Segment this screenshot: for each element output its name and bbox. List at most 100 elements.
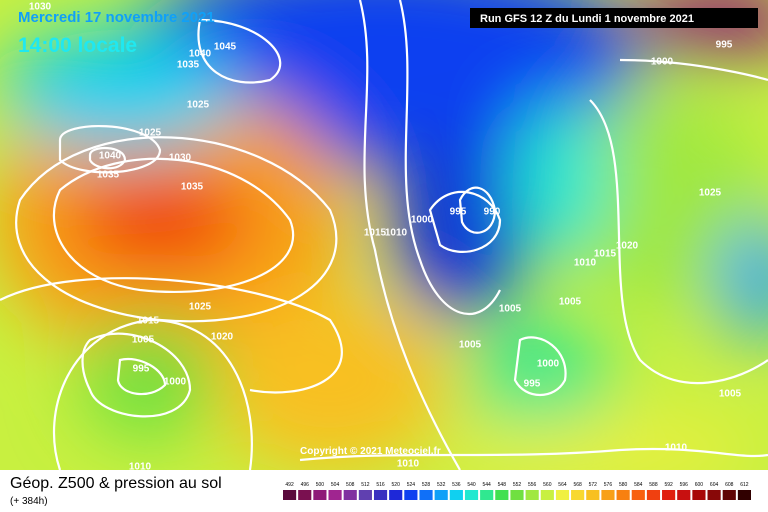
legend-swatch <box>707 490 721 500</box>
legend-swatch <box>722 490 736 500</box>
isobar-label: 1010 <box>385 228 408 239</box>
isobar-label: 1040 <box>189 49 212 60</box>
legend-swatch <box>480 490 494 500</box>
isobar-label: 1000 <box>164 377 187 388</box>
legend-label: 492 <box>285 482 294 488</box>
legend-label: 516 <box>376 482 385 488</box>
legend-label: 504 <box>331 482 340 488</box>
legend-swatch <box>737 490 751 500</box>
isobar-label: 1025 <box>139 128 162 139</box>
legend-swatch <box>373 490 388 500</box>
isobar-label: 990 <box>484 207 501 218</box>
legend-label: 524 <box>407 482 416 488</box>
isobar-label: 1005 <box>132 335 155 346</box>
legend-label: 552 <box>513 482 522 488</box>
legend-swatch <box>555 490 570 500</box>
time: 14:00 locale <box>18 34 137 57</box>
legend-label: 508 <box>346 482 355 488</box>
copyright: Copyright © 2021 Meteociel.fr <box>300 446 441 457</box>
date: Mercredi 17 novembre 2021 <box>18 9 215 26</box>
isobar-label: 1025 <box>189 302 212 313</box>
isobar-label: 1035 <box>177 60 200 71</box>
legend-label: 608 <box>725 482 734 488</box>
legend-label: 512 <box>361 482 370 488</box>
legend-swatch <box>464 490 479 500</box>
legend-swatch <box>343 490 357 500</box>
legend-swatch <box>571 490 585 500</box>
legend-swatch <box>389 490 403 500</box>
isobar-label: 1035 <box>97 170 120 181</box>
isobar-label: 1025 <box>187 100 210 111</box>
legend-label: 540 <box>467 482 476 488</box>
legend-label: 564 <box>558 482 567 488</box>
isobar-label: 1005 <box>559 297 582 308</box>
isobar-label: 995 <box>716 40 733 51</box>
legend-label: 596 <box>680 482 689 488</box>
legend-swatch <box>328 490 342 500</box>
isobar-label: 1000 <box>651 57 674 68</box>
isobar-label: 1010 <box>129 462 152 473</box>
isobar-label: 995 <box>450 207 467 218</box>
isobar-label: 995 <box>524 379 541 390</box>
legend-swatch <box>646 490 661 500</box>
legend-swatch <box>525 490 539 500</box>
legend-swatch <box>313 490 327 500</box>
legend-swatch <box>495 490 509 500</box>
legend-label: 528 <box>422 482 431 488</box>
isobar-label: 1010 <box>574 258 597 269</box>
legend-label: 580 <box>619 482 628 488</box>
legend-label: 536 <box>452 482 461 488</box>
legend-swatch <box>298 490 312 500</box>
footer-subtitle: (+ 384h) <box>10 496 48 507</box>
legend-label: 548 <box>498 482 507 488</box>
legend-swatch <box>631 490 645 500</box>
legend-label: 600 <box>695 482 704 488</box>
legend-label: 576 <box>604 482 613 488</box>
legend-swatch <box>662 490 676 500</box>
legend-label: 496 <box>301 482 310 488</box>
legend-swatch <box>358 490 372 500</box>
isobar-label: 1005 <box>719 389 742 400</box>
legend-swatch <box>449 490 463 500</box>
isobar-label: 1015 <box>364 228 387 239</box>
legend-label: 584 <box>634 482 643 488</box>
run-info: Run GFS 12 Z du Lundi 1 novembre 2021 <box>480 13 694 25</box>
isobar-label: 1040 <box>99 151 122 162</box>
isobar-label: 1035 <box>181 182 204 193</box>
isobar-label: 1005 <box>459 340 482 351</box>
legend-swatch <box>616 490 630 500</box>
legend-label: 556 <box>528 482 537 488</box>
legend-label: 572 <box>589 482 598 488</box>
legend-label: 532 <box>437 482 446 488</box>
legend-label: 592 <box>664 482 673 488</box>
isobar-label: 1030 <box>169 153 192 164</box>
legend-swatch <box>283 490 297 500</box>
legend-label: 500 <box>316 482 325 488</box>
isobar-label: 1000 <box>537 359 560 370</box>
isobar-label: 1045 <box>214 42 237 53</box>
legend-label: 604 <box>710 482 719 488</box>
legend-swatch <box>404 490 418 500</box>
isobar-label: 1005 <box>499 304 522 315</box>
legend: 492 496 500 504 508 512 516 520 524 528 532 536 540 5… <box>283 482 751 500</box>
isobar-label: 1020 <box>211 332 234 343</box>
isobar-label: 1030 <box>29 2 52 13</box>
map-field <box>0 0 768 470</box>
legend-swatch <box>692 490 706 500</box>
isobar-label: 1010 <box>665 443 688 454</box>
run-box <box>470 8 758 28</box>
legend-swatch <box>601 490 615 500</box>
isobar-label: 1000 <box>411 215 434 226</box>
legend-label: 588 <box>649 482 658 488</box>
isobar-label: 995 <box>133 364 150 375</box>
isobar-label: 1015 <box>594 249 617 260</box>
isobars <box>0 0 768 470</box>
legend-label: 544 <box>483 482 492 488</box>
isobar-label: 1015 <box>137 316 160 327</box>
legend-label: 520 <box>392 482 401 488</box>
legend-swatch <box>586 490 600 500</box>
legend-label: 568 <box>573 482 582 488</box>
